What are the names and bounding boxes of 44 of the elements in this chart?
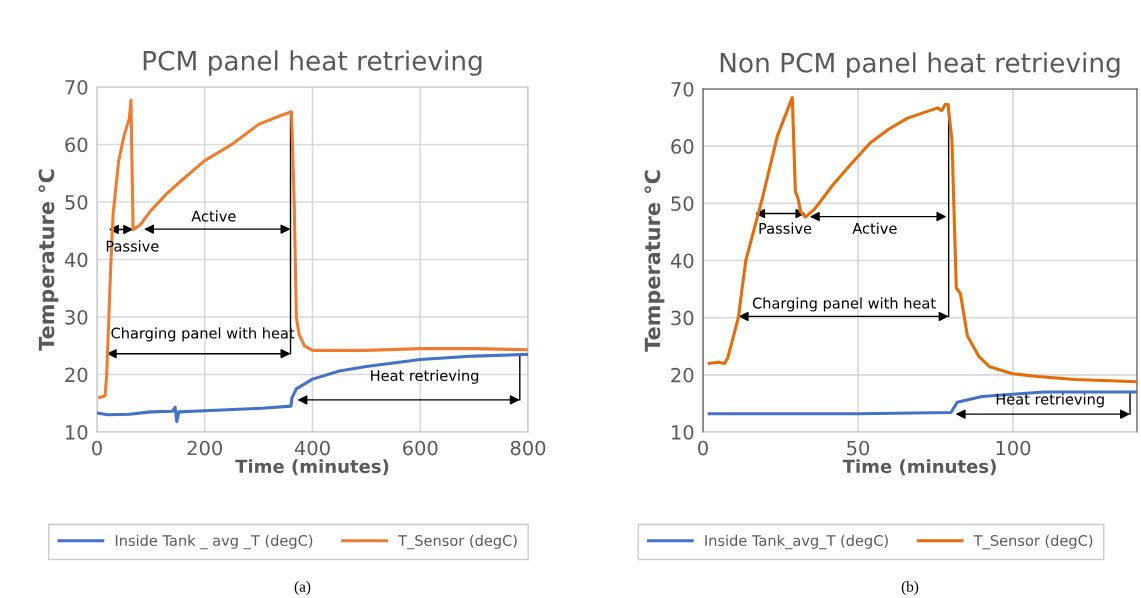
legend-label: T_Sensor (degC) bbox=[398, 534, 517, 550]
annotation: Active bbox=[191, 210, 236, 222]
y-tick-label: 30 bbox=[671, 310, 694, 326]
line-series bbox=[707, 96, 1137, 384]
annotation: Active bbox=[852, 222, 897, 234]
x-tick-label: 100 bbox=[996, 440, 1031, 456]
legend-label: T_Sensor (degC) bbox=[973, 534, 1093, 550]
y-tick-label: 70 bbox=[65, 79, 88, 95]
y-tick-label: 50 bbox=[671, 196, 694, 211]
annotation: Heat retrieving bbox=[371, 369, 479, 384]
legend-label: Inside Tank_avg_T (degC) bbox=[705, 534, 888, 550]
x-axis-title: Time (minutes) bbox=[842, 459, 996, 476]
y-axis-title: Temperature °C bbox=[644, 170, 665, 352]
y-axis-title: Temperature °C bbox=[38, 169, 59, 351]
annotation: Charging panel with heat bbox=[752, 297, 936, 312]
chart-title: Non PCM panel heat retrieving bbox=[720, 52, 1120, 78]
line-series bbox=[98, 98, 528, 400]
y-tick-label: 30 bbox=[65, 309, 88, 325]
y-tick-label: 60 bbox=[65, 137, 88, 153]
chart-title: PCM panel heat retrieving bbox=[143, 50, 482, 76]
line-series bbox=[97, 352, 528, 424]
x-tick-label: 400 bbox=[294, 440, 330, 456]
annotation: Heat retrieving bbox=[996, 393, 1104, 408]
y-tick-label: 70 bbox=[671, 81, 694, 97]
x-tick-label: 50 bbox=[847, 440, 870, 456]
x-tick-label: 0 bbox=[92, 440, 102, 456]
y-tick-label: 10 bbox=[672, 424, 694, 440]
x-tick-label: 200 bbox=[187, 440, 223, 456]
x-tick-label: 800 bbox=[510, 440, 546, 456]
y-tick-label: 50 bbox=[65, 194, 88, 210]
legend-label: Inside Tank _ avg _T (degC) bbox=[115, 534, 313, 550]
y-tick-label: 60 bbox=[671, 139, 694, 154]
text: (a) bbox=[294, 581, 311, 595]
y-tick-label: 40 bbox=[670, 253, 694, 269]
x-tick-label: 600 bbox=[403, 440, 438, 456]
annotation: Passive bbox=[759, 222, 812, 234]
text: (b) bbox=[901, 581, 919, 595]
x-axis-title: Time (minutes) bbox=[235, 459, 389, 476]
y-tick-label: 20 bbox=[65, 367, 88, 383]
y-tick-label: 20 bbox=[671, 367, 694, 383]
line-series bbox=[707, 390, 1137, 416]
x-tick-label: 0 bbox=[698, 440, 708, 456]
y-tick-label: 10 bbox=[66, 424, 88, 440]
y-tick-label: 40 bbox=[64, 252, 88, 268]
